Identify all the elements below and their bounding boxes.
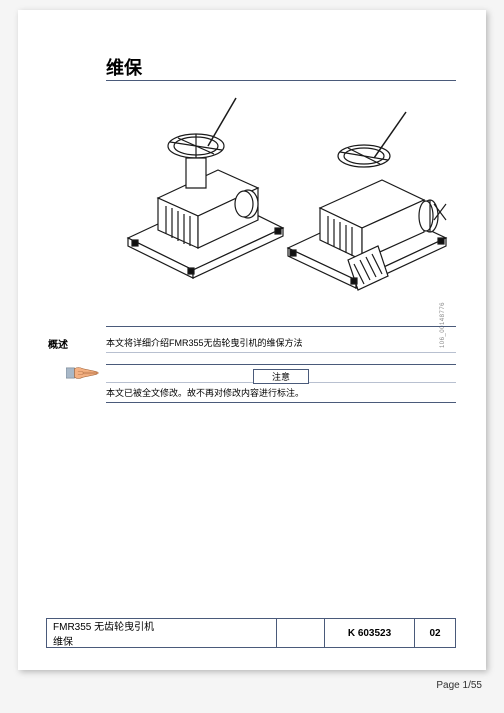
side-label-overview: 概述 [48, 336, 68, 351]
footer-empty [277, 619, 325, 647]
note-label: 注意 [253, 369, 309, 384]
footer-docno: K 603523 [325, 619, 415, 647]
footer-desc-line2: 维保 [53, 633, 270, 648]
page-number: Page 1/55 [436, 680, 482, 691]
note-text: 本文已被全文修改。故不再对修改内容进行标注。 [106, 386, 456, 399]
footer-table: FMR355 无齿轮曳引机 维保 K 603523 02 [46, 618, 456, 648]
figure-area: 106_00148776 [118, 88, 448, 308]
footer-desc-line1: FMR355 无齿轮曳引机 [53, 618, 270, 633]
page-title: 维保 [106, 54, 142, 80]
rule-top [106, 80, 456, 81]
footer-rev: 02 [415, 619, 455, 647]
summary-text: 本文将详细介绍FMR355无齿轮曳引机的维保方法 [106, 336, 303, 349]
pointing-hand-icon [66, 364, 100, 382]
rule-mid-light [106, 352, 456, 353]
note-rule-bottom [106, 402, 456, 403]
rule-mid [106, 326, 456, 327]
machine-illustration-left [118, 88, 293, 283]
machine-illustration-right [278, 108, 453, 308]
document-page: 维保 [18, 10, 486, 670]
note-block: 注意 本文已被全文修改。故不再对修改内容进行标注。 [106, 364, 456, 403]
note-rule-top [106, 364, 456, 365]
footer-desc: FMR355 无齿轮曳引机 维保 [47, 619, 277, 647]
